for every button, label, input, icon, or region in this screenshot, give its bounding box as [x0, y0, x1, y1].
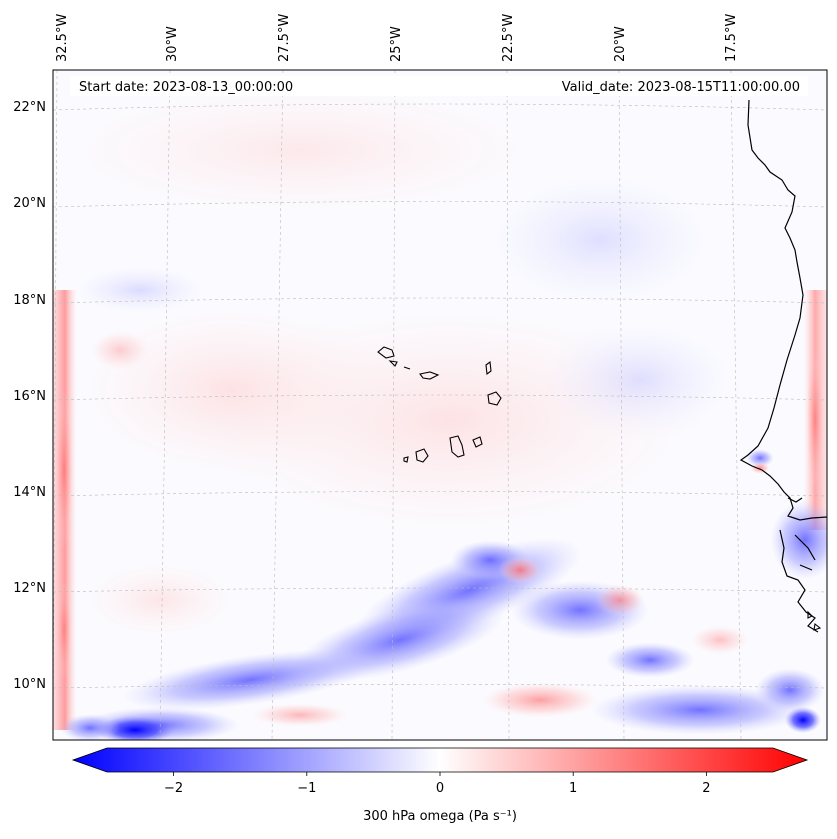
gridline-lon-25 — [391, 70, 396, 740]
coast-detail — [799, 564, 813, 571]
colorbar-ticks: −2 −1 0 1 2 — [164, 772, 711, 796]
latitude-labels: 22°N 20°N 18°N 16°N 14°N 12°N 10°N — [13, 100, 46, 692]
gridline-lon-32-5 — [53, 70, 58, 740]
field-patch — [80, 560, 240, 640]
island-maio — [472, 436, 483, 448]
field-patch — [90, 330, 150, 370]
gambia-river — [787, 497, 803, 503]
island-santiago — [449, 435, 465, 458]
field-patch — [750, 462, 770, 474]
gridline-lat-18 — [53, 297, 827, 304]
field-patch — [595, 584, 645, 616]
colorbar-tick-label: 0 — [436, 781, 444, 796]
field-patch — [770, 500, 827, 580]
colorbar-tick-label: 2 — [702, 781, 710, 796]
field-patch — [250, 703, 350, 727]
lon-label: 30°W — [165, 26, 180, 62]
lat-label: 20°N — [13, 196, 46, 211]
island-santo-antao — [377, 346, 395, 359]
island-brava — [403, 456, 409, 463]
field-patch — [498, 556, 542, 584]
colorbar-bar — [71, 747, 809, 773]
date-header-box — [70, 76, 808, 96]
field-patch — [480, 682, 600, 718]
island-bijagos — [807, 610, 813, 619]
field-patch — [590, 685, 810, 735]
lon-label: 17.5°W — [724, 14, 739, 62]
lon-label: 22.5°W — [501, 14, 516, 62]
lon-label: 20°W — [613, 26, 628, 62]
gridline-lon-20 — [618, 70, 625, 740]
field-patch — [480, 170, 720, 310]
colorbar-tick-label: −2 — [164, 781, 183, 796]
gridline-lat-20 — [53, 201, 827, 208]
longitude-labels: 32.5°W 30°W 27.5°W 25°W 22.5°W 20°W 17.5… — [55, 14, 739, 62]
field-patch — [755, 668, 825, 712]
gridline-lat-14 — [53, 491, 827, 497]
lat-label: 12°N — [13, 581, 46, 596]
cape-verde-islands — [377, 346, 822, 631]
africa-coastline — [739, 99, 827, 521]
island-bijagos — [813, 622, 822, 631]
island-fogo — [415, 448, 429, 463]
gridline-lat-10 — [53, 684, 827, 689]
lon-label: 27.5°W — [277, 14, 292, 62]
lon-label: 25°W — [389, 26, 404, 62]
field-patch — [540, 320, 740, 440]
gridline-lat-22 — [53, 103, 827, 111]
gridline-lon-17-5 — [730, 70, 742, 740]
colorbar-tick-label: 1 — [569, 781, 577, 796]
lat-label: 14°N — [13, 485, 46, 500]
start-date-label: Start date: 2023-08-13_00:00:00 — [79, 80, 293, 95]
field-patch — [785, 707, 821, 733]
omega-field — [53, 80, 827, 740]
field-patch — [746, 449, 774, 467]
gridline-lon-22-5 — [506, 70, 510, 740]
island-sal — [485, 360, 492, 376]
field-patch — [806, 350, 824, 490]
lat-label: 18°N — [13, 293, 46, 308]
guinea-coastline — [779, 529, 819, 633]
map-panel: Start date: 2023-08-13_00:00:00 Valid_da… — [52, 69, 828, 741]
field-patch — [56, 580, 72, 680]
lat-label: 22°N — [13, 100, 46, 115]
gridline-lon-27-5 — [271, 70, 284, 740]
map-frame — [52, 69, 828, 741]
lon-label: 32.5°W — [55, 14, 70, 62]
island-sao-vicente — [388, 360, 398, 367]
graticule — [53, 70, 827, 740]
gridline-lat-12 — [53, 587, 827, 593]
field-patch — [121, 649, 379, 711]
field-patch — [605, 642, 695, 678]
island-boa-vista — [487, 391, 502, 406]
field-patch — [690, 625, 750, 655]
field-patch — [70, 265, 210, 315]
colorbar-label: 300 hPa omega (Pa s⁻¹) — [363, 809, 517, 824]
island-sao-nicolau — [419, 371, 440, 380]
lat-label: 16°N — [13, 389, 46, 404]
valid-date-label: Valid_date: 2023-08-15T11:00:00.00 — [562, 80, 800, 95]
colorbar-tick-label: −1 — [297, 781, 316, 796]
colorbar: −2 −1 0 1 2 300 hPa omega (Pa s⁻¹) — [71, 747, 809, 824]
island-santa-luzia — [403, 366, 411, 370]
gridline-lon-30 — [159, 70, 171, 740]
gridline-lat-16 — [53, 394, 827, 401]
field-patch — [53, 80, 560, 220]
lat-label: 10°N — [13, 677, 46, 692]
field-patch — [70, 300, 390, 480]
field-patch — [55, 390, 73, 550]
coastline — [739, 99, 827, 633]
field-patch — [60, 714, 120, 740]
coast-detail — [794, 534, 816, 561]
